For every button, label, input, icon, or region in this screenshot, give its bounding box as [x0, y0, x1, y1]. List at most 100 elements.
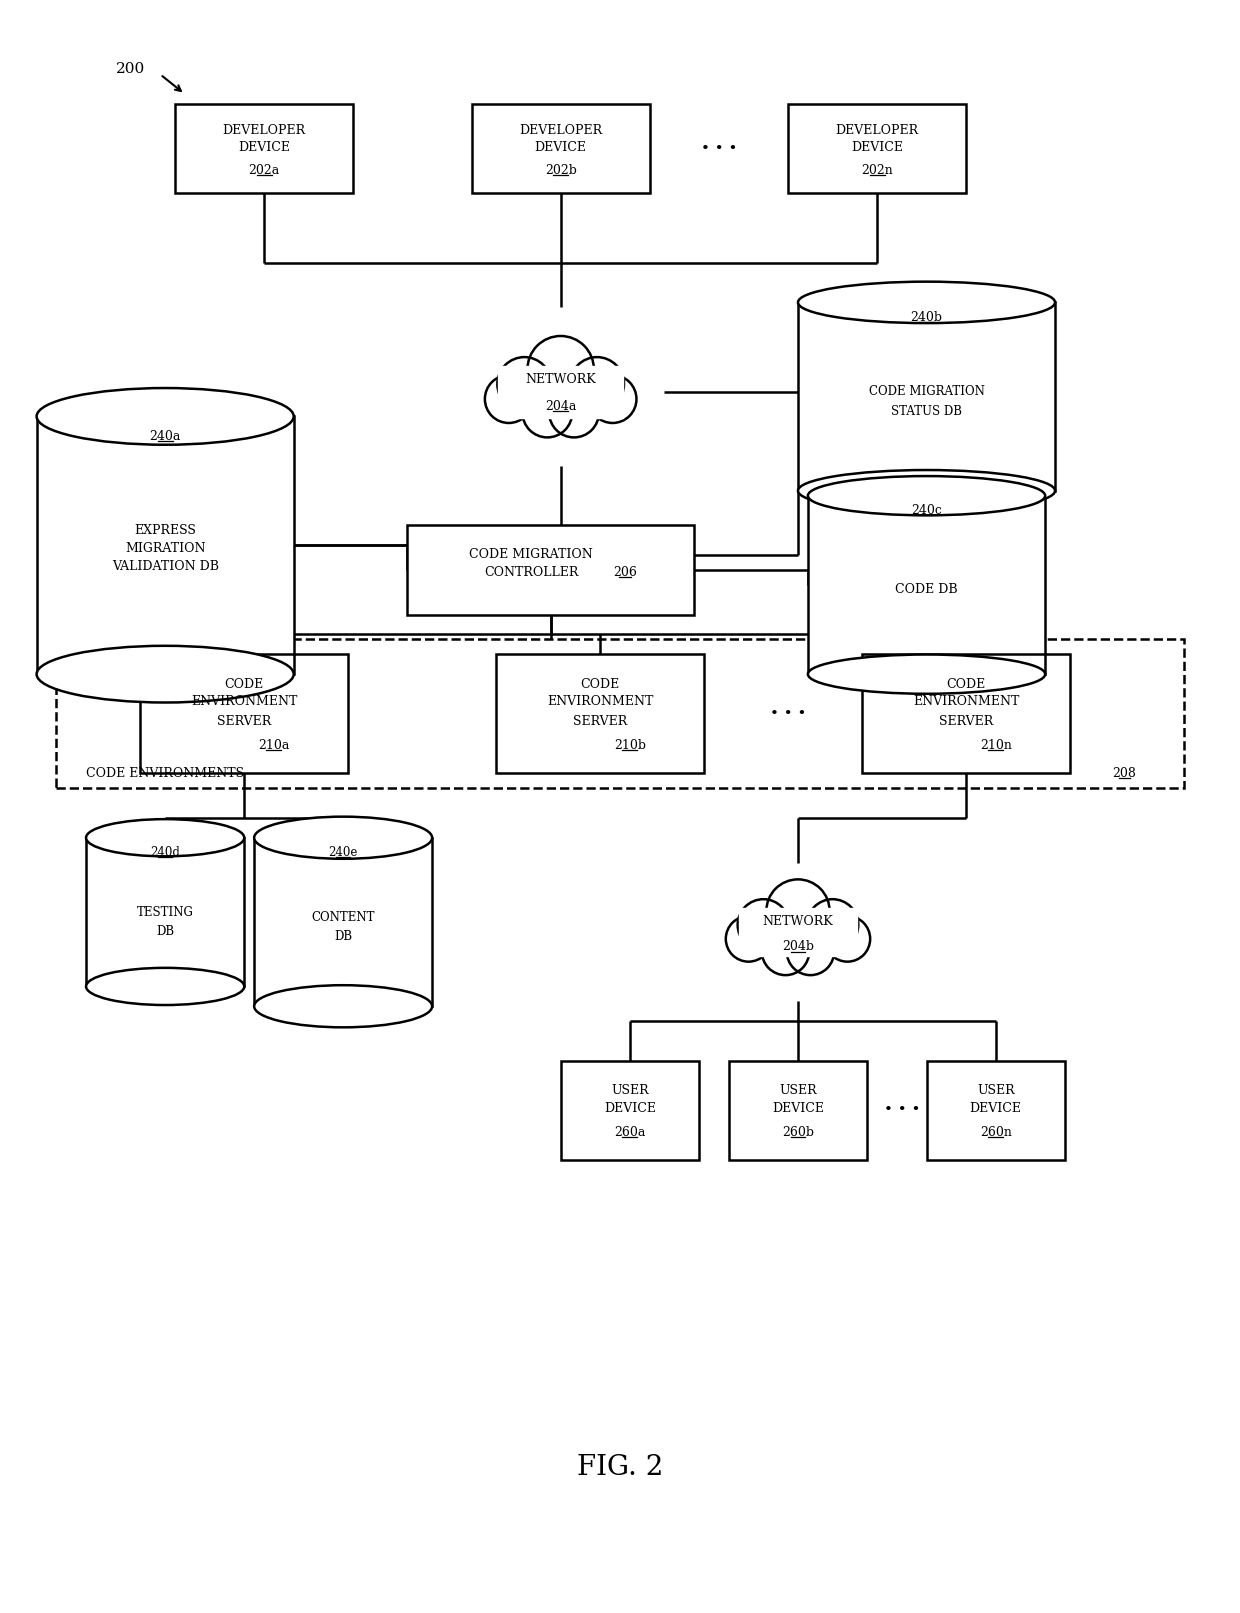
Ellipse shape [37, 389, 294, 445]
Bar [729, 1061, 867, 1160]
Bar [37, 416, 294, 674]
Text: 240b: 240b [910, 311, 942, 324]
Text: STATUS DB: STATUS DB [892, 405, 962, 418]
Text: CODE DB: CODE DB [895, 584, 957, 597]
Text: CONTROLLER: CONTROLLER [484, 566, 578, 579]
Bar [175, 105, 353, 194]
Text: VALIDATION DB: VALIDATION DB [112, 560, 218, 573]
Text: 208: 208 [1112, 766, 1136, 779]
Bar [789, 105, 966, 194]
Ellipse shape [86, 968, 244, 1005]
Text: ENVIRONMENT: ENVIRONMENT [547, 695, 653, 708]
Ellipse shape [254, 816, 432, 858]
Text: FIG. 2: FIG. 2 [577, 1453, 663, 1481]
Ellipse shape [86, 819, 244, 857]
Text: CODE ENVIRONMENTS: CODE ENVIRONMENTS [86, 766, 244, 779]
Text: CODE: CODE [580, 677, 620, 690]
Text: • • •: • • • [701, 142, 737, 156]
Circle shape [589, 376, 636, 423]
Bar [808, 495, 1045, 674]
Text: CONTENT: CONTENT [311, 911, 374, 924]
Text: TESTING: TESTING [136, 905, 193, 918]
Circle shape [761, 927, 810, 976]
Text: CODE: CODE [946, 677, 986, 690]
Circle shape [527, 336, 594, 403]
Text: SERVER: SERVER [939, 715, 993, 727]
Text: ENVIRONMENT: ENVIRONMENT [191, 695, 298, 708]
Circle shape [485, 376, 533, 423]
Text: MIGRATION: MIGRATION [125, 542, 206, 555]
Text: 260n: 260n [980, 1126, 1012, 1139]
Bar [56, 639, 1184, 789]
Text: USER: USER [977, 1084, 1014, 1097]
Text: 240a: 240a [150, 429, 181, 442]
Text: DEVICE: DEVICE [604, 1102, 656, 1115]
Bar [471, 105, 650, 194]
Text: 206: 206 [613, 566, 637, 579]
Text: DB: DB [334, 931, 352, 944]
Text: 202a: 202a [248, 165, 280, 177]
Text: DEVICE: DEVICE [238, 142, 290, 155]
Ellipse shape [808, 655, 1045, 694]
Bar [254, 837, 432, 1007]
Text: NETWORK: NETWORK [526, 373, 596, 386]
Text: DEVELOPER: DEVELOPER [836, 124, 919, 137]
Text: • • •: • • • [884, 1103, 920, 1118]
Text: 240d: 240d [150, 847, 180, 860]
Bar [799, 302, 1055, 490]
Text: ENVIRONMENT: ENVIRONMENT [913, 695, 1019, 708]
Text: CODE MIGRATION: CODE MIGRATION [469, 548, 593, 561]
Text: CODE: CODE [224, 677, 264, 690]
Bar [86, 837, 244, 987]
Text: DEVICE: DEVICE [851, 142, 903, 155]
Bar [498, 366, 622, 418]
Text: 210a: 210a [258, 739, 290, 752]
Circle shape [807, 898, 858, 950]
Text: EXPRESS: EXPRESS [134, 524, 196, 537]
Circle shape [766, 879, 830, 944]
Ellipse shape [808, 476, 1045, 515]
Text: 210b: 210b [614, 739, 646, 752]
Text: NETWORK: NETWORK [763, 916, 833, 929]
Ellipse shape [799, 282, 1055, 323]
Text: 204a: 204a [546, 400, 577, 413]
Text: SERVER: SERVER [217, 715, 272, 727]
Text: 240e: 240e [329, 847, 358, 860]
Text: 240c: 240c [911, 505, 942, 518]
Ellipse shape [37, 645, 294, 703]
Text: DEVELOPER: DEVELOPER [520, 124, 603, 137]
Text: USER: USER [611, 1084, 649, 1097]
Text: 202b: 202b [544, 165, 577, 177]
Circle shape [570, 356, 624, 411]
Text: 202n: 202n [862, 165, 893, 177]
Bar [862, 655, 1070, 773]
Text: DEVICE: DEVICE [970, 1102, 1022, 1115]
Ellipse shape [799, 469, 1055, 511]
Text: DEVICE: DEVICE [534, 142, 587, 155]
Circle shape [786, 927, 835, 976]
Ellipse shape [254, 986, 432, 1027]
Bar [496, 655, 704, 773]
Text: USER: USER [779, 1084, 817, 1097]
Text: 200: 200 [117, 63, 145, 76]
Circle shape [725, 916, 771, 961]
Text: DB: DB [156, 926, 174, 939]
Circle shape [522, 387, 572, 437]
Circle shape [825, 916, 870, 961]
Circle shape [738, 898, 789, 950]
Text: DEVICE: DEVICE [773, 1102, 825, 1115]
Circle shape [497, 356, 552, 411]
Text: 260b: 260b [782, 1126, 813, 1139]
Circle shape [549, 387, 599, 437]
Text: 260a: 260a [614, 1126, 646, 1139]
Text: • • •: • • • [770, 706, 806, 721]
Bar [926, 1061, 1065, 1160]
Bar [140, 655, 348, 773]
Bar [739, 908, 857, 957]
Text: 210n: 210n [980, 739, 1012, 752]
Bar [408, 526, 694, 615]
Text: CODE MIGRATION: CODE MIGRATION [868, 386, 985, 398]
Text: SERVER: SERVER [573, 715, 627, 727]
Bar [560, 1061, 699, 1160]
Text: DEVELOPER: DEVELOPER [222, 124, 305, 137]
